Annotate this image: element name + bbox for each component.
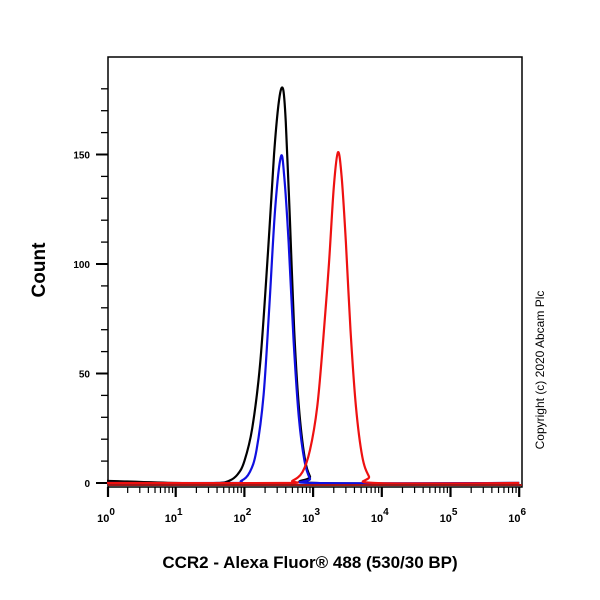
x-tick-label: 104: [371, 507, 389, 525]
x-tick-label: 103: [302, 507, 320, 525]
x-tick-label: 105: [440, 507, 458, 525]
histogram-curves: [106, 86, 522, 486]
y-tick-label: 50: [79, 370, 91, 381]
y-tick-label: 150: [73, 151, 90, 162]
x-tick-label: 100: [97, 507, 115, 525]
y-tick-label: 100: [73, 260, 90, 271]
y-axis-label: Count: [29, 242, 50, 298]
x-axis-ticks: 100 101 102 103 104 105 106: [97, 487, 527, 525]
histogram-curve-black: [106, 86, 520, 485]
histogram-curve-blue: [106, 154, 520, 485]
x-axis-label: CCR2 - Alexa Fluor® 488 (530/30 BP): [162, 553, 458, 572]
copyright-text: Copyright (c) 2020 Abcam Plc: [533, 290, 547, 450]
x-tick-label: 106: [508, 507, 526, 525]
x-tick-label: 101: [165, 507, 183, 525]
y-axis-ticks: 0 50 100 150: [73, 88, 108, 490]
y-tick-label: 0: [84, 479, 90, 490]
plot-frame: [107, 56, 523, 488]
x-tick-label: 102: [233, 507, 251, 525]
histogram-curve-red: [106, 151, 520, 485]
